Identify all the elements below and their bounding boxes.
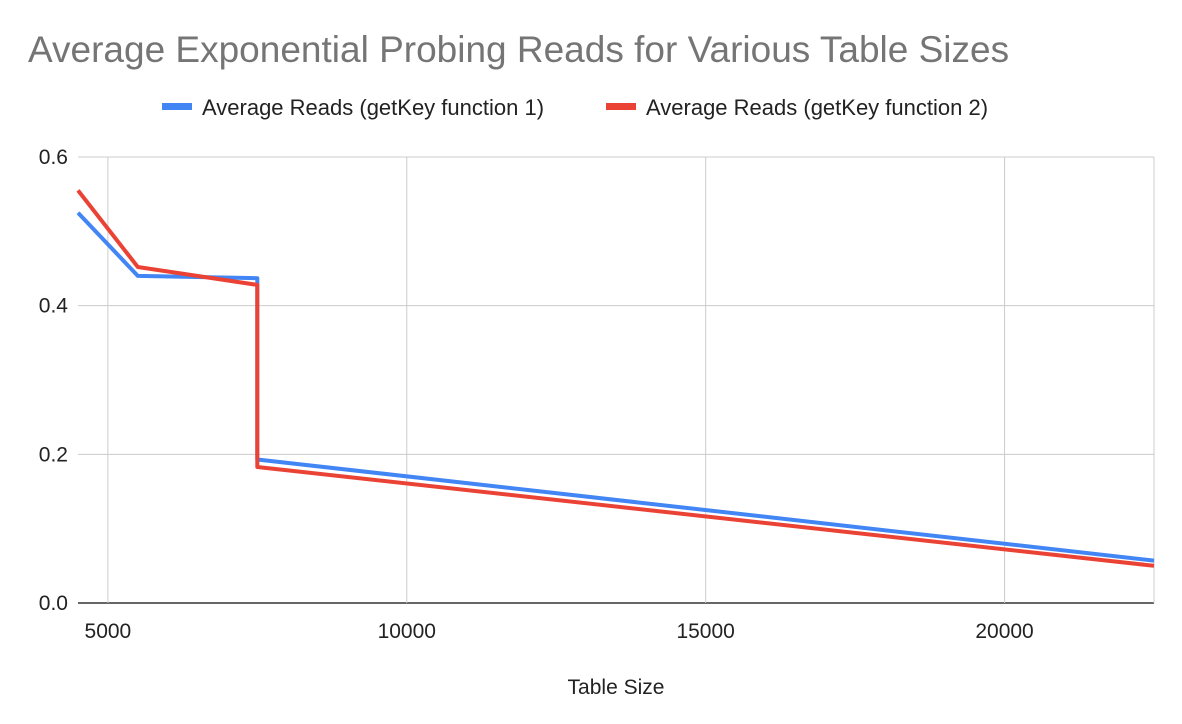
x-tick-label: 5000 — [85, 620, 132, 643]
chart-title: Average Exponential Probing Reads for Va… — [28, 29, 1009, 70]
x-tick-label: 15000 — [676, 620, 734, 643]
grid — [78, 156, 1155, 604]
y-tick-label: 0.6 — [39, 146, 68, 169]
y-tick-label: 0.2 — [39, 443, 68, 466]
legend-label-2: Average Reads (getKey function 2) — [646, 95, 988, 120]
legend-swatch-1 — [162, 103, 192, 110]
y-tick-label: 0.0 — [39, 592, 68, 615]
legend-label-1: Average Reads (getKey function 1) — [202, 95, 544, 120]
legend-swatch-2 — [606, 103, 636, 110]
x-tick-label: 10000 — [378, 620, 436, 643]
x-tick-label: 20000 — [975, 620, 1033, 643]
x-axis-label: Table Size — [568, 676, 665, 699]
series-lines — [76, 189, 1155, 568]
series-line-2 — [76, 189, 1155, 568]
axis-tick-labels: 0.0 0.2 0.4 0.6 5000 10000 15000 20000 — [39, 146, 1034, 643]
y-tick-label: 0.4 — [39, 295, 69, 318]
legend: Average Reads (getKey function 1) Average… — [162, 95, 988, 120]
series-line-1 — [76, 211, 1155, 563]
